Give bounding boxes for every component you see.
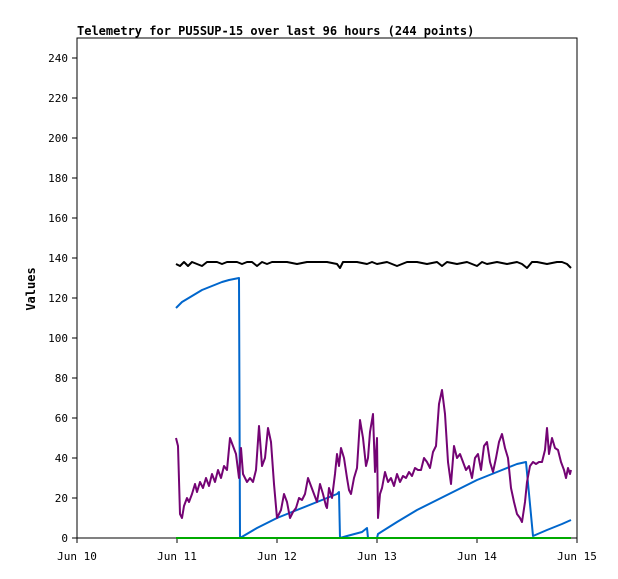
- y-tick-label: 60: [55, 412, 68, 425]
- series-line-0: [175, 261, 572, 269]
- y-axis-label: Values: [24, 267, 38, 310]
- y-tick-label: 0: [61, 532, 68, 545]
- y-axis: 0 20 40 60 80 100 120 140 160 180 200 220 240: [48, 52, 77, 545]
- x-tick-label: Jun 15: [557, 550, 597, 563]
- y-tick-label: 200: [48, 132, 68, 145]
- x-tick-label: Jun 11: [157, 550, 197, 563]
- y-tick-label: 40: [55, 452, 68, 465]
- y-tick-label: 180: [48, 172, 68, 185]
- x-tick-label: Jun 14: [457, 550, 497, 563]
- series-line-2: [175, 389, 572, 523]
- y-tick-label: 160: [48, 212, 68, 225]
- x-tick-label: Jun 13: [357, 550, 397, 563]
- y-tick-label: 80: [55, 372, 68, 385]
- chart-title: Telemetry for PU5SUP-15 over last 96 hou…: [77, 24, 474, 38]
- y-tick-label: 120: [48, 292, 68, 305]
- plot-frame: [76, 37, 578, 539]
- y-tick-label: 100: [48, 332, 68, 345]
- x-tick-label: Jun 10: [57, 550, 97, 563]
- y-tick-label: 140: [48, 252, 68, 265]
- series-layer: [175, 261, 572, 539]
- series-line-1: [175, 277, 572, 539]
- y-tick-label: 220: [48, 92, 68, 105]
- y-tick-label: 20: [55, 492, 68, 505]
- y-tick-label: 240: [48, 52, 68, 65]
- x-axis: Jun 10 Jun 11 Jun 12 Jun 13 Jun 14 Jun 15: [57, 538, 597, 563]
- x-tick-label: Jun 12: [257, 550, 297, 563]
